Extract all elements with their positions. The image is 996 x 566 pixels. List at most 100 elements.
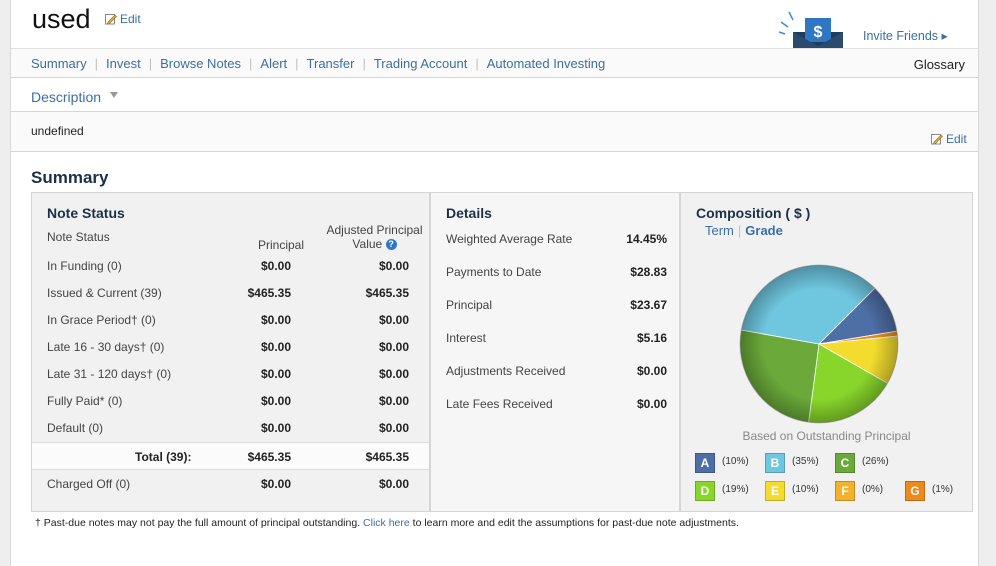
description-toggle[interactable]: Description <box>31 89 102 105</box>
detail-row: Payments to Date $28.83 <box>431 261 679 285</box>
row-adjusted: $0.00 <box>378 259 409 273</box>
detail-row: Late Fees Received $0.00 <box>431 393 679 417</box>
description-header: Description <box>11 80 978 112</box>
grade-e-percent: (10%) <box>792 484 819 495</box>
grade-c-percent: (26%) <box>862 456 889 467</box>
detail-value: $23.67 <box>630 298 667 312</box>
footnote-text-after: to learn more and edit the assumptions f… <box>412 517 739 529</box>
grade-d-swatch: D <box>695 481 715 501</box>
composition-panel: Composition ( $ ) Term | Grade Based on Ou… <box>680 192 973 512</box>
details-heading: Details <box>446 205 492 221</box>
envelope-dollar-icon: $ <box>778 11 843 48</box>
pie-outline <box>739 264 899 424</box>
row-principal: $0.00 <box>260 421 291 435</box>
nav-item-browse-notes[interactable]: Browse Notes <box>160 56 242 71</box>
footnote-text: † Past-due notes may not pay the full am… <box>35 517 361 529</box>
detail-label: Late Fees Received <box>446 397 553 411</box>
composition-caption: Based on Outstanding Principal <box>742 429 911 443</box>
total-principal: $465.35 <box>247 450 291 464</box>
nav-item-transfer[interactable]: Transfer <box>306 56 355 71</box>
note-status-heading: Note Status <box>47 205 125 221</box>
grade-f-swatch: F <box>835 481 855 501</box>
pencil-icon <box>105 14 117 25</box>
row-adjusted: $0.00 <box>378 313 409 327</box>
total-label: Total (39): <box>135 450 192 464</box>
nav-item-summary[interactable]: Summary <box>31 56 87 71</box>
row-principal: $0.00 <box>260 477 291 491</box>
detail-row: Weighted Average Rate 14.45% <box>431 228 679 252</box>
table-row: In Grace Period† (0) $0.00 $0.00 <box>32 307 429 333</box>
detail-value: $28.83 <box>630 265 667 279</box>
footnote-click-here-link[interactable]: Click here <box>363 517 410 529</box>
note-status-panel: Note Status Note Status Principal Adjust… <box>31 192 430 512</box>
row-label: Late 31 - 120 days† (0) <box>47 367 172 381</box>
detail-row: Principal $23.67 <box>431 294 679 318</box>
row-adjusted: $0.00 <box>378 477 409 491</box>
details-panel: Details Weighted Average Rate 14.45% Pay… <box>430 192 680 512</box>
detail-label: Weighted Average Rate <box>446 232 573 246</box>
row-adjusted: $0.00 <box>378 421 409 435</box>
row-label: Issued & Current (39) <box>47 286 162 300</box>
main-nav: Summary | Invest | Browse Notes | Alert | Tr… <box>11 48 978 78</box>
grade-c-swatch: C <box>835 453 855 473</box>
title-edit-link[interactable]: Edit <box>105 12 141 26</box>
detail-row: Interest $5.16 <box>431 327 679 351</box>
nav-item-invest[interactable]: Invest <box>106 56 141 71</box>
row-principal: $0.00 <box>260 367 291 381</box>
total-adjusted: $465.35 <box>365 450 409 464</box>
row-label: Fully Paid* (0) <box>47 394 123 408</box>
detail-value: $5.16 <box>636 331 667 345</box>
grade-g-swatch: G <box>905 481 925 501</box>
nav-item-trading-account[interactable]: Trading Account <box>373 56 468 71</box>
row-adjusted: $0.00 <box>378 367 409 381</box>
row-principal: $0.00 <box>260 259 291 273</box>
detail-value: $0.00 <box>636 364 667 378</box>
detail-label: Interest <box>446 331 487 345</box>
grade-e-swatch: E <box>765 481 785 501</box>
description-body: undefined Edit <box>11 112 978 152</box>
glossary-link[interactable]: Glossary <box>913 57 965 72</box>
detail-value: 14.45% <box>626 232 667 246</box>
title-edit-label: Edit <box>120 12 141 26</box>
adjusted-principal-column-header: Adjusted Principal Value ? <box>322 223 427 251</box>
nav-separator: | <box>249 56 253 71</box>
table-row: Late 31 - 120 days† (0) $0.00 $0.00 <box>32 361 429 387</box>
table-row: Fully Paid* (0) $0.00 $0.00 <box>32 388 429 414</box>
invite-friends-link[interactable]: Invite Friends ▸ <box>863 29 948 43</box>
nav-item-automated-investing[interactable]: Automated Investing <box>486 56 606 71</box>
detail-label: Payments to Date <box>446 265 542 279</box>
nav-separator: | <box>362 56 366 71</box>
grade-a-percent: (10%) <box>722 456 749 467</box>
grade-d-percent: (19%) <box>722 484 749 495</box>
grade-b-percent: (35%) <box>792 456 819 467</box>
description-edit-label: Edit <box>946 132 967 146</box>
row-label: Late 16 - 30 days† (0) <box>47 340 165 354</box>
caret-down-icon[interactable] <box>110 92 118 98</box>
page-title: used <box>32 4 91 34</box>
adjusted-principal-label: Adjusted Principal Value <box>326 223 423 251</box>
composition-tabs: Term | Grade <box>705 223 783 238</box>
nav-separator: | <box>295 56 299 71</box>
detail-label: Adjustments Received <box>446 364 566 378</box>
nav-item-alert[interactable]: Alert <box>260 56 288 71</box>
pie-shading <box>740 265 898 423</box>
grade-g-percent: (1%) <box>932 484 954 495</box>
row-principal: $0.00 <box>260 313 291 327</box>
row-adjusted: $0.00 <box>378 340 409 354</box>
grade-pie-chart <box>739 264 899 424</box>
total-row: Total (39): $465.35 $465.35 <box>32 442 429 470</box>
nav-separator: | <box>94 56 99 71</box>
row-label: Charged Off (0) <box>47 477 131 491</box>
nav-separator: | <box>475 56 479 71</box>
row-adjusted: $0.00 <box>378 394 409 408</box>
table-row: Default (0) $0.00 $0.00 <box>32 415 429 441</box>
tab-grade[interactable]: Grade <box>745 223 783 238</box>
detail-row: Adjustments Received $0.00 <box>431 360 679 384</box>
summary-heading: Summary <box>31 168 109 187</box>
help-icon[interactable]: ? <box>385 239 397 251</box>
description-edit-link[interactable]: Edit <box>931 132 967 146</box>
charged-off-row: Charged Off (0) $0.00 $0.00 <box>32 471 429 497</box>
tab-term[interactable]: Term <box>705 223 734 238</box>
row-label: In Grace Period† (0) <box>47 313 156 327</box>
principal-column-header: Principal <box>258 238 305 252</box>
